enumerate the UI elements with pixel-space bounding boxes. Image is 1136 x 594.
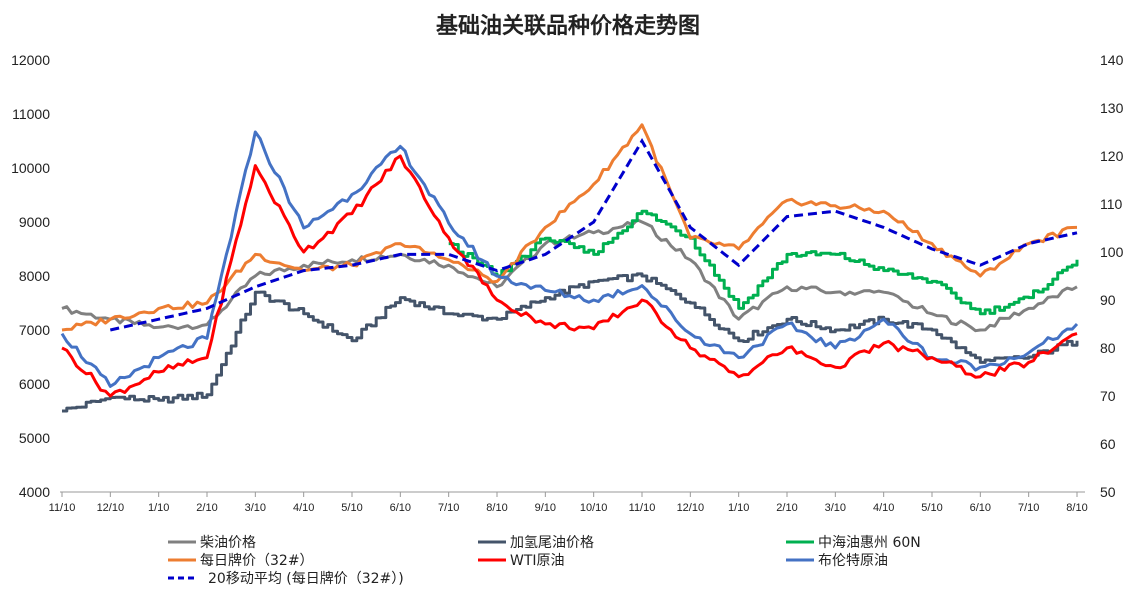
x-tick-label: 12/10 <box>97 502 125 514</box>
right-tick-label: 110 <box>1100 196 1123 212</box>
legend-label: 中海油惠州 60N <box>818 535 921 551</box>
right-tick-label: 120 <box>1100 148 1124 164</box>
chart-title: 基础油关联品种价格走势图 <box>436 13 700 39</box>
legend-label: 20移动平均 (每日牌价（32#）) <box>208 570 404 587</box>
left-tick-label: 4000 <box>19 484 50 500</box>
x-tick-label: 3/10 <box>245 502 266 514</box>
x-tick-label: 4/10 <box>873 502 894 514</box>
x-tick-label: 10/10 <box>580 502 608 514</box>
left-tick-label: 5000 <box>19 430 50 446</box>
x-tick-label: 6/10 <box>390 502 411 514</box>
x-tick-label: 9/10 <box>535 502 556 514</box>
x-tick-label: 11/10 <box>49 502 76 514</box>
x-tick-label: 1/10 <box>728 502 749 514</box>
x-tick-label: 6/10 <box>970 502 991 514</box>
x-tick-label: 7/10 <box>438 502 459 514</box>
left-axis: 4000 5000 6000 7000 8000 9000 10000 11000 12000 <box>11 52 50 500</box>
legend-label: 每日牌价（32#） <box>200 552 314 569</box>
x-axis: 11/10 12/10 1/10 2/10 3/10 4/10 5/10 6/10 7/10 8/… <box>49 492 1088 514</box>
right-tick-label: 60 <box>1100 436 1116 452</box>
x-tick-label: 12/10 <box>677 502 705 514</box>
series-line-5 <box>60 130 1079 388</box>
left-tick-label: 11000 <box>12 106 50 122</box>
left-tick-label: 10000 <box>11 160 50 176</box>
series-line-0 <box>61 218 1078 333</box>
x-tick-label: 5/10 <box>341 502 362 514</box>
legend-label: 加氢尾油价格 <box>510 535 594 551</box>
left-tick-label: 12000 <box>11 52 50 68</box>
right-tick-label: 70 <box>1100 388 1116 404</box>
legend-label: 布伦特原油 <box>818 553 888 569</box>
left-tick-label: 7000 <box>19 322 50 338</box>
plot-area <box>60 123 1079 413</box>
left-tick-label: 9000 <box>19 214 50 230</box>
right-tick-label: 100 <box>1100 244 1124 260</box>
right-tick-label: 80 <box>1100 340 1116 356</box>
x-tick-label: 2/10 <box>196 502 217 514</box>
right-tick-label: 50 <box>1100 484 1116 500</box>
right-tick-label: 140 <box>1100 52 1124 68</box>
x-tick-label: 8/10 <box>1066 502 1087 514</box>
right-tick-label: 130 <box>1100 100 1124 116</box>
x-tick-label: 8/10 <box>486 502 507 514</box>
legend-label: 柴油价格 <box>200 535 256 551</box>
x-tick-label: 4/10 <box>293 502 314 514</box>
x-tick-label: 2/10 <box>776 502 797 514</box>
series-line-1 <box>62 272 1079 413</box>
series-line-2 <box>448 209 1079 316</box>
right-tick-label: 90 <box>1100 292 1116 308</box>
x-tick-label: 7/10 <box>1018 502 1039 514</box>
x-tick-label: 3/10 <box>825 502 846 514</box>
legend-label: WTI原油 <box>510 553 565 569</box>
x-tick-label: 5/10 <box>921 502 942 514</box>
x-tick-label: 1/10 <box>148 502 169 514</box>
left-tick-label: 6000 <box>19 376 50 392</box>
left-tick-label: 8000 <box>19 268 50 284</box>
x-tick-label: 11/10 <box>629 502 656 514</box>
series-line-3 <box>61 123 1078 332</box>
right-axis: 50 60 70 80 90 100 110 120 130 140 <box>1100 52 1124 500</box>
series-line-4 <box>61 154 1078 398</box>
legend: 柴油价格 加氢尾油价格 中海油惠州 60N 每日牌价（32#） WTI原油 布伦特原油 20… <box>168 535 921 587</box>
